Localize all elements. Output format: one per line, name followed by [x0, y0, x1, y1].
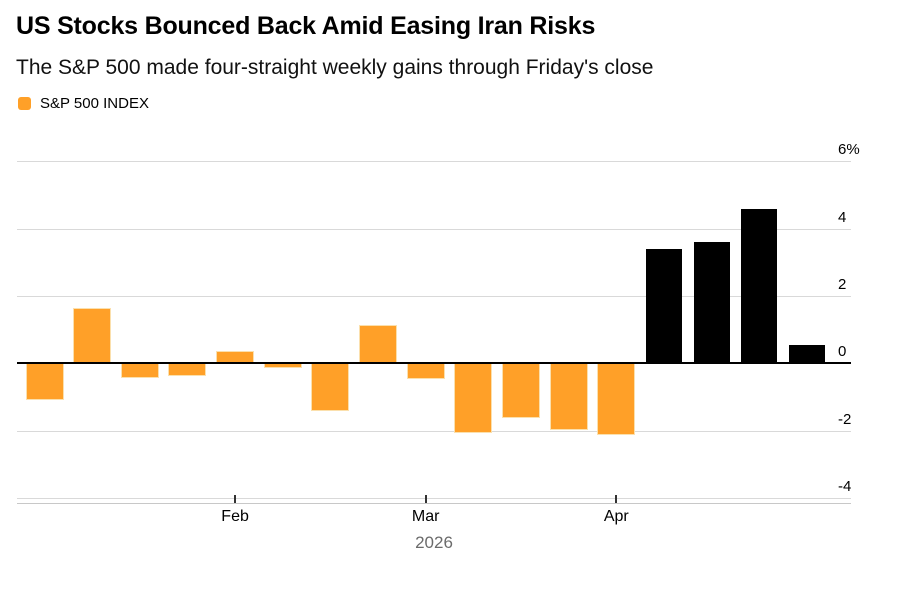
- gridline--2: [17, 430, 851, 432]
- chart-title: US Stocks Bounced Back Amid Easing Iran …: [16, 12, 596, 40]
- x-axis-line: [17, 503, 851, 505]
- bar: [550, 363, 587, 429]
- bar: [121, 363, 158, 377]
- x-axis-label: Apr: [603, 508, 629, 526]
- y-axis-label: 0: [838, 343, 847, 361]
- bar: [598, 363, 635, 434]
- bar: [407, 363, 444, 379]
- legend-label: S&P 500 INDEX: [40, 95, 149, 112]
- x-axis-label: Mar: [411, 508, 440, 526]
- gridline-6: [17, 161, 851, 163]
- legend-swatch-icon: [18, 97, 31, 110]
- bar: [264, 363, 301, 367]
- gridline--4: [17, 497, 851, 499]
- x-axis-tick: [234, 495, 237, 504]
- bar: [26, 363, 63, 399]
- y-axis-label: 2: [838, 276, 847, 293]
- y-axis-label: 4: [838, 208, 847, 226]
- chart-subtitle: The S&P 500 made four-straight weekly ga…: [16, 56, 654, 79]
- y-axis-label: -2: [838, 410, 852, 428]
- x-axis-tick: [615, 495, 618, 504]
- bar-chart-plot: 6% 4 2 0 -2 -4 Feb Mar Apr 2026: [17, 141, 860, 565]
- y-axis-label: -4: [838, 477, 852, 495]
- x-axis-label: Feb: [221, 508, 249, 526]
- bar: [169, 363, 206, 376]
- x-axis-tick: [424, 495, 427, 504]
- zero-line: [17, 362, 851, 365]
- year-label: 2026: [415, 533, 453, 553]
- bar: [693, 242, 730, 364]
- legend: S&P 500 INDEX: [18, 95, 149, 112]
- bar: [741, 208, 778, 364]
- gridline-2: [17, 296, 851, 297]
- bar: [360, 326, 397, 364]
- bar: [217, 351, 254, 364]
- bar: [74, 309, 111, 364]
- gridline-4: [17, 228, 851, 230]
- bar: [788, 344, 825, 364]
- bar: [312, 363, 349, 411]
- bar: [645, 248, 682, 364]
- y-axis-label: 6%: [838, 141, 860, 159]
- bar: [455, 363, 492, 433]
- bar: [503, 363, 539, 418]
